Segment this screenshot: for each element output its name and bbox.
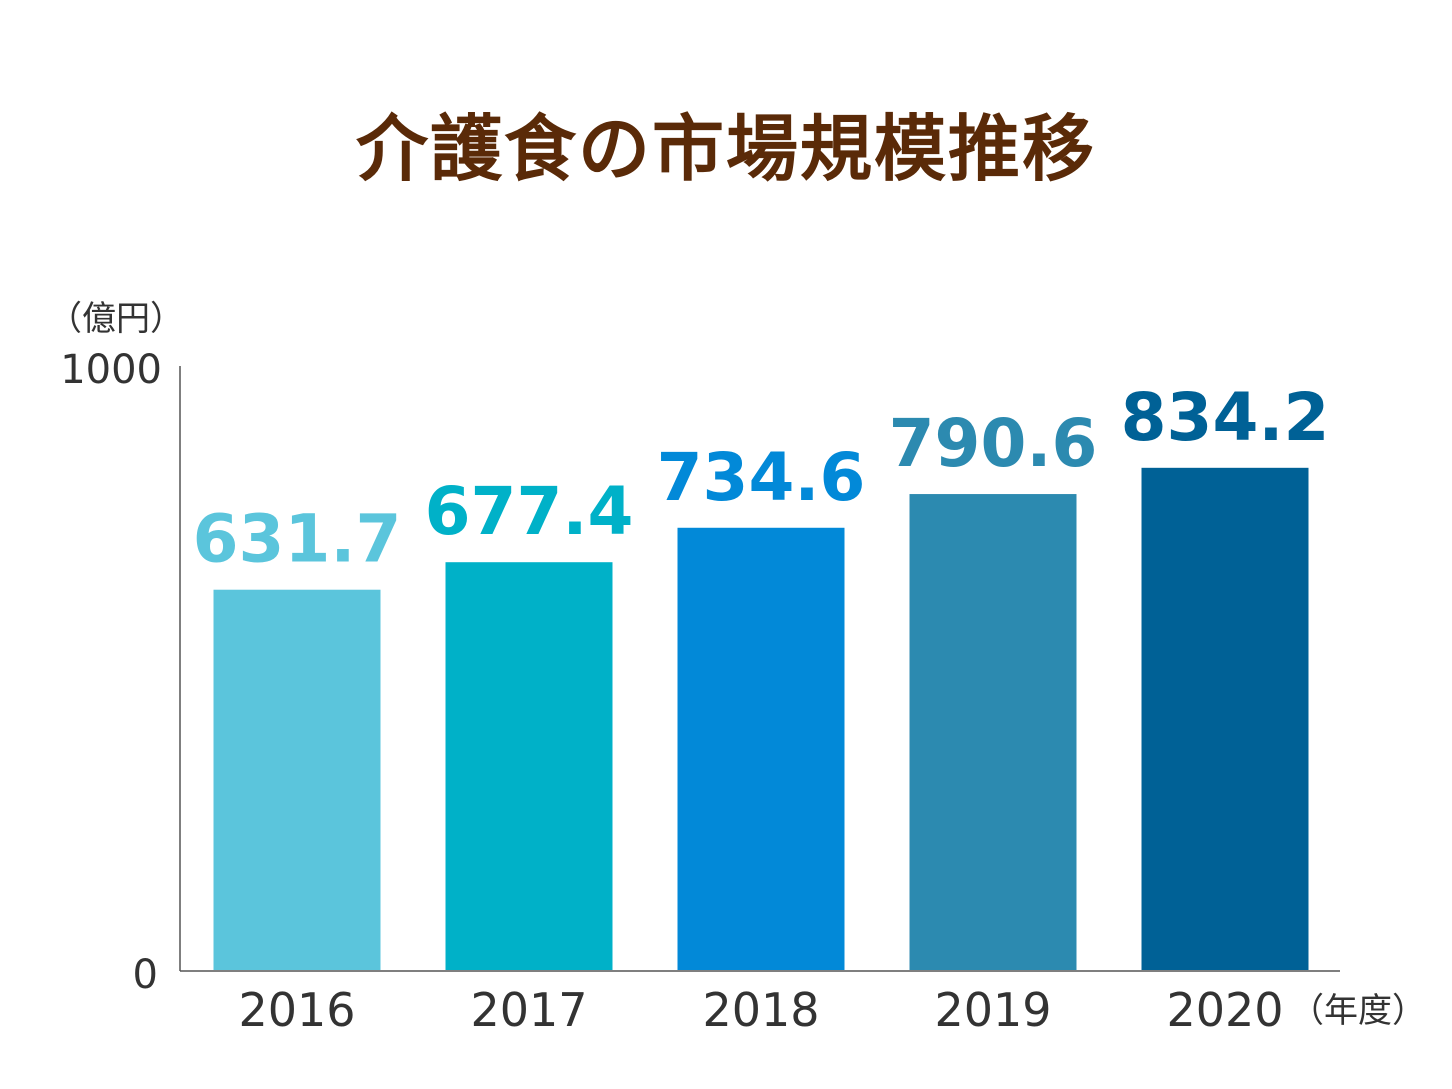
data-label-2020: 834.2: [1121, 379, 1330, 456]
y-axis-unit-label: （億円）: [48, 299, 184, 339]
bar-2017: [445, 562, 613, 970]
bar-2020: [1141, 467, 1309, 970]
x-tick-label-2018: 2018: [702, 983, 819, 1037]
x-tick-label-2019: 2019: [934, 983, 1051, 1037]
data-label-2019: 790.6: [889, 405, 1098, 482]
chart-title: 介護食の市場規模推移: [355, 107, 1096, 191]
bar-2016: [213, 589, 381, 970]
y-tick-label-max: 1000: [60, 347, 162, 393]
x-tick-label-2016: 2016: [238, 983, 355, 1037]
data-label-2017: 677.4: [425, 473, 634, 550]
bar-2019: [909, 494, 1077, 970]
x-axis-unit-label: （年度）: [1290, 991, 1426, 1031]
x-tick-label-2017: 2017: [470, 983, 587, 1037]
data-label-2018: 734.6: [657, 439, 866, 516]
bar-2018: [677, 527, 845, 970]
y-tick-label-zero: 0: [133, 952, 158, 998]
data-label-2016: 631.7: [193, 501, 402, 578]
x-tick-label-2020: 2020: [1166, 983, 1283, 1037]
